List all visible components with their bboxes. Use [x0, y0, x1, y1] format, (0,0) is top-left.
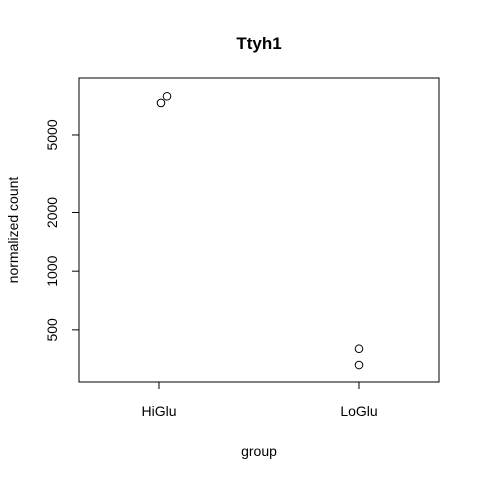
plot-frame [78, 77, 440, 383]
data-point [354, 360, 364, 370]
x-tick-label: LoGlu [340, 403, 377, 419]
x-axis: HiGlu LoGlu [141, 381, 378, 419]
y-axis: 500 1000 2000 5000 [44, 119, 80, 342]
x-axis-label: group [241, 443, 277, 459]
y-tick-label: 5000 [44, 119, 60, 150]
data-point [354, 344, 364, 354]
data-point [156, 98, 166, 108]
x-tick-label: HiGlu [141, 403, 176, 419]
data-point [162, 91, 172, 101]
y-tick-label: 1000 [44, 255, 60, 286]
y-tick-label: 500 [44, 318, 60, 342]
y-tick-label: 2000 [44, 197, 60, 228]
y-axis-label: normalized count [5, 177, 21, 284]
data-points [156, 91, 364, 370]
chart-title: Ttyh1 [236, 34, 281, 53]
